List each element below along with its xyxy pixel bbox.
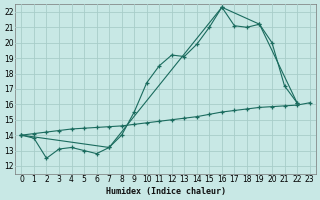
X-axis label: Humidex (Indice chaleur): Humidex (Indice chaleur) (106, 187, 226, 196)
